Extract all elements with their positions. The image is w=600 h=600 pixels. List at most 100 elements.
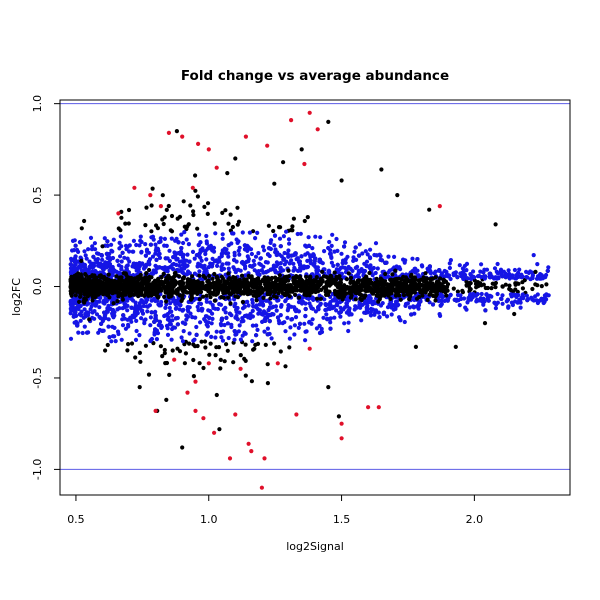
data-point [387, 282, 392, 287]
data-point [188, 203, 193, 208]
data-point [179, 335, 184, 340]
data-point [109, 339, 114, 344]
data-point [293, 278, 298, 284]
data-point [78, 265, 84, 270]
data-point [420, 290, 425, 295]
data-point [100, 257, 105, 262]
data-point [91, 254, 96, 259]
data-point [226, 290, 231, 296]
data-point [90, 310, 95, 315]
data-point [286, 237, 292, 242]
data-point [358, 305, 363, 310]
data-point [343, 260, 348, 265]
data-point [365, 303, 370, 308]
data-point [157, 319, 162, 324]
data-point [172, 325, 178, 330]
data-point [191, 374, 196, 379]
data-point [249, 449, 254, 454]
data-point [217, 302, 222, 307]
data-point [135, 285, 140, 290]
data-point [289, 304, 294, 309]
data-point [287, 345, 292, 350]
data-point [250, 323, 255, 328]
data-point [151, 237, 156, 242]
data-point [223, 208, 228, 213]
data-point [274, 308, 279, 313]
data-point [121, 313, 126, 318]
data-point [134, 318, 139, 323]
data-point [177, 307, 182, 312]
data-point [133, 300, 138, 305]
data-point [346, 264, 351, 270]
data-point [77, 312, 82, 317]
data-point [313, 288, 318, 293]
data-point [291, 261, 296, 266]
data-point [226, 261, 231, 266]
data-point [204, 296, 209, 302]
data-point [210, 316, 215, 321]
data-point [282, 275, 287, 280]
data-point [185, 280, 190, 285]
data-point [134, 242, 139, 248]
data-point [163, 305, 168, 310]
data-point [270, 282, 275, 287]
data-point [218, 329, 224, 335]
data-point [379, 290, 384, 295]
data-point [220, 249, 225, 254]
data-point [254, 323, 259, 328]
data-point [148, 323, 153, 328]
data-point [357, 242, 362, 247]
data-point [387, 302, 392, 307]
data-point [513, 299, 518, 304]
data-point [500, 274, 505, 279]
data-point [296, 309, 301, 314]
data-point [255, 327, 260, 332]
data-point [117, 240, 122, 245]
data-point [126, 342, 131, 347]
data-point [257, 302, 262, 307]
data-point [162, 351, 167, 356]
data-point [226, 243, 231, 248]
data-point [173, 306, 178, 311]
data-point [97, 314, 102, 320]
data-point [275, 315, 281, 320]
data-point [163, 361, 168, 366]
data-point [464, 307, 469, 312]
data-point [199, 263, 204, 268]
data-point [321, 315, 326, 320]
data-point [376, 279, 381, 284]
data-point [341, 307, 346, 312]
data-point [455, 289, 460, 294]
data-point [237, 252, 242, 257]
data-point [175, 315, 180, 321]
data-point [275, 361, 280, 366]
data-point [76, 330, 81, 335]
data-point [195, 194, 200, 199]
data-point [398, 297, 403, 302]
data-point [343, 257, 348, 262]
data-point [531, 298, 536, 303]
data-point [109, 242, 114, 247]
data-point [71, 314, 76, 319]
data-point [262, 248, 267, 253]
data-point [211, 292, 216, 297]
data-point [392, 254, 397, 259]
data-point [353, 245, 358, 250]
data-point [104, 290, 109, 295]
data-point [342, 240, 348, 245]
data-point [263, 318, 268, 323]
data-point [261, 309, 267, 314]
data-point [253, 236, 258, 241]
data-point [111, 315, 116, 320]
data-point [198, 255, 203, 260]
data-point [134, 303, 139, 309]
data-point [344, 291, 349, 296]
data-point [193, 188, 198, 193]
data-point [255, 341, 261, 346]
data-point [320, 278, 325, 283]
data-point [355, 273, 360, 278]
data-point [154, 257, 159, 262]
data-point [176, 240, 181, 245]
data-point [197, 361, 202, 366]
data-point [441, 278, 446, 283]
